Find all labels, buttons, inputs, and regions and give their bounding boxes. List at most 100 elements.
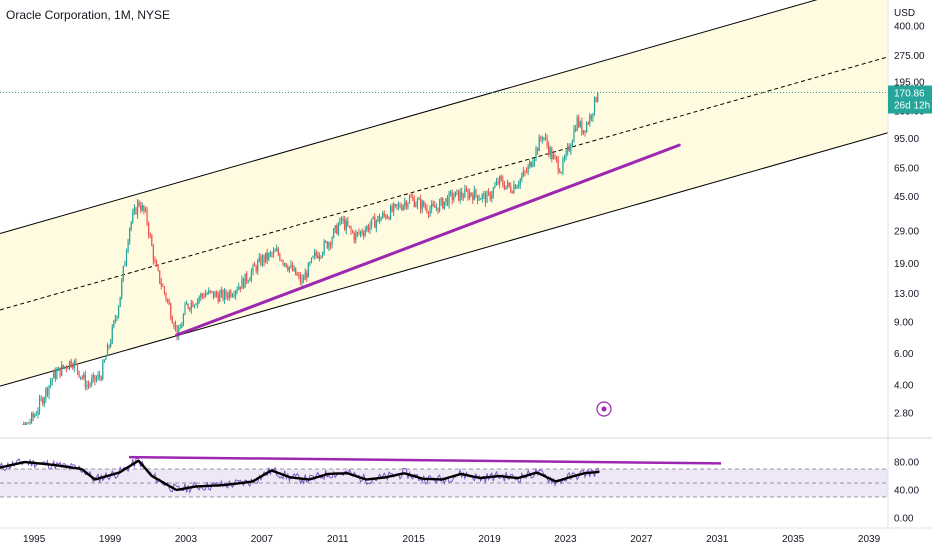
candle-body[interactable] xyxy=(304,272,306,280)
candle-body[interactable] xyxy=(535,148,537,159)
candle-body[interactable] xyxy=(367,226,370,231)
candle-body[interactable] xyxy=(279,254,281,261)
candle-body[interactable] xyxy=(0,457,1,458)
candle-body[interactable] xyxy=(233,295,235,297)
candle-body[interactable] xyxy=(174,324,177,328)
candle-body[interactable] xyxy=(284,263,286,265)
candle-body[interactable] xyxy=(394,204,396,206)
candle-body[interactable] xyxy=(544,137,547,139)
candle-body[interactable] xyxy=(344,219,346,230)
candle-body[interactable] xyxy=(470,192,472,196)
support-trendline[interactable] xyxy=(174,143,681,337)
candle-body[interactable] xyxy=(179,327,181,330)
candle-body[interactable] xyxy=(551,148,553,160)
candle-body[interactable] xyxy=(459,191,461,201)
candle-body[interactable] xyxy=(216,292,218,296)
candle-body[interactable] xyxy=(312,256,314,258)
candle-body[interactable] xyxy=(20,429,21,434)
candle-body[interactable] xyxy=(18,430,19,433)
candle-body[interactable] xyxy=(453,197,455,200)
candle-body[interactable] xyxy=(220,290,222,294)
candle-body[interactable] xyxy=(67,368,69,370)
candle-body[interactable] xyxy=(83,374,85,378)
candle-body[interactable] xyxy=(380,217,382,222)
candle-body[interactable] xyxy=(388,217,390,220)
candle-body[interactable] xyxy=(503,185,506,190)
candle-body[interactable] xyxy=(524,171,526,173)
candle-body[interactable] xyxy=(24,423,26,425)
candle-body[interactable] xyxy=(103,360,105,363)
candle-body[interactable] xyxy=(110,342,112,347)
candle-body[interactable] xyxy=(315,252,317,255)
candle-body[interactable] xyxy=(119,296,121,307)
candle-body[interactable] xyxy=(446,198,449,206)
candle-body[interactable] xyxy=(80,376,82,378)
candle-body[interactable] xyxy=(372,216,374,219)
candle-body[interactable] xyxy=(342,219,344,221)
candle-body[interactable] xyxy=(522,171,524,177)
candle-body[interactable] xyxy=(557,159,559,171)
candle-body[interactable] xyxy=(378,216,381,222)
candle-body[interactable] xyxy=(548,144,550,155)
candle-body[interactable] xyxy=(10,445,11,450)
candle-body[interactable] xyxy=(473,189,475,201)
candle-body[interactable] xyxy=(165,292,167,300)
candle-body[interactable] xyxy=(225,290,227,296)
candle-body[interactable] xyxy=(405,201,407,208)
candle-body[interactable] xyxy=(573,128,575,141)
candle-body[interactable] xyxy=(309,262,311,264)
candle-body[interactable] xyxy=(214,292,216,298)
time-axis[interactable]: 1995 1999 2003 2007 2011 2015 2019 2023 2027 2031… xyxy=(0,527,932,545)
candle-body[interactable] xyxy=(590,115,592,118)
candle-body[interactable] xyxy=(7,447,8,450)
candle-body[interactable] xyxy=(404,201,406,206)
candle-body[interactable] xyxy=(94,375,96,381)
candle-body[interactable] xyxy=(438,201,441,212)
candle-body[interactable] xyxy=(253,264,256,267)
candle-body[interactable] xyxy=(173,323,175,328)
candle-body[interactable] xyxy=(146,209,148,224)
candle-body[interactable] xyxy=(306,272,308,278)
candle-body[interactable] xyxy=(219,293,221,302)
candle-body[interactable] xyxy=(527,166,529,172)
price-pane[interactable] xyxy=(0,0,888,462)
candle-body[interactable] xyxy=(525,171,528,173)
candle-body[interactable] xyxy=(361,231,363,234)
candle-body[interactable] xyxy=(189,308,191,310)
candle-body[interactable] xyxy=(231,295,234,297)
candle-body[interactable] xyxy=(389,206,392,220)
candle-body[interactable] xyxy=(589,115,591,124)
candle-body[interactable] xyxy=(321,253,324,257)
candle-body[interactable] xyxy=(51,378,53,382)
candle-body[interactable] xyxy=(167,299,169,301)
candle-body[interactable] xyxy=(70,360,72,367)
candle-body[interactable] xyxy=(198,297,200,300)
candle-body[interactable] xyxy=(494,185,496,188)
candle-body[interactable] xyxy=(497,181,499,184)
candle-body[interactable] xyxy=(56,370,58,379)
candle-body[interactable] xyxy=(480,198,482,200)
candle-body[interactable] xyxy=(152,245,154,261)
candle-body[interactable] xyxy=(511,192,513,194)
candle-body[interactable] xyxy=(127,241,129,252)
candle-body[interactable] xyxy=(250,271,253,280)
candle-body[interactable] xyxy=(228,291,230,298)
candle-body[interactable] xyxy=(200,294,202,298)
candle-body[interactable] xyxy=(478,198,480,201)
price-axis[interactable]: USD400.00275.00195.00135.0095.0065.0045.… xyxy=(887,0,932,530)
candle-body[interactable] xyxy=(117,306,120,317)
candle-body[interactable] xyxy=(46,388,49,395)
candle-body[interactable] xyxy=(383,213,385,216)
candle-body[interactable] xyxy=(295,267,297,275)
candle-body[interactable] xyxy=(356,232,358,234)
candle-body[interactable] xyxy=(426,207,428,212)
candle-body[interactable] xyxy=(358,232,360,234)
candle-body[interactable] xyxy=(418,198,420,200)
candle-body[interactable] xyxy=(541,138,543,140)
candle-body[interactable] xyxy=(484,193,487,203)
candle-body[interactable] xyxy=(84,374,86,387)
currency-label[interactable]: USD xyxy=(894,8,915,19)
candle-body[interactable] xyxy=(396,204,398,206)
candle-body[interactable] xyxy=(122,266,124,280)
candle-body[interactable] xyxy=(298,274,300,276)
